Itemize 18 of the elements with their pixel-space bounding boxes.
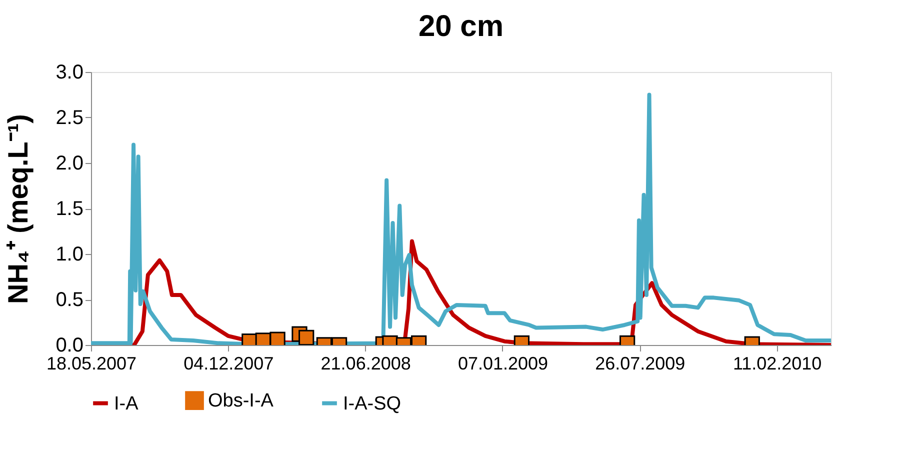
y-tick-label: 1.5 <box>56 198 84 220</box>
x-tick-label: 18.05.2007 <box>46 354 137 374</box>
chart-title: 20 cm <box>418 10 504 43</box>
x-tick-label: 11.02.2010 <box>732 354 822 374</box>
x-tick-label: 26.07.2009 <box>595 354 686 374</box>
legend-label: I-A-SQ <box>343 393 402 414</box>
x-tick-label: 21.06.2008 <box>320 354 411 374</box>
legend-label: I-A <box>114 393 139 414</box>
x-tick-label: 07.01.2009 <box>458 354 548 374</box>
y-tick-label: 1.0 <box>56 244 84 266</box>
y-tick-label: 2.0 <box>56 152 84 174</box>
y-axis-title: NH₄⁺ (meq.L⁻¹) <box>2 114 34 304</box>
x-tick-label: 04.12.2007 <box>184 354 274 374</box>
y-tick-label: 0.5 <box>56 289 84 311</box>
legend-label: Obs-I-A <box>208 390 274 412</box>
y-tick-label: 3.0 <box>56 62 84 84</box>
y-tick-label: 0.0 <box>56 334 84 356</box>
y-tick-label: 2.5 <box>56 107 84 129</box>
